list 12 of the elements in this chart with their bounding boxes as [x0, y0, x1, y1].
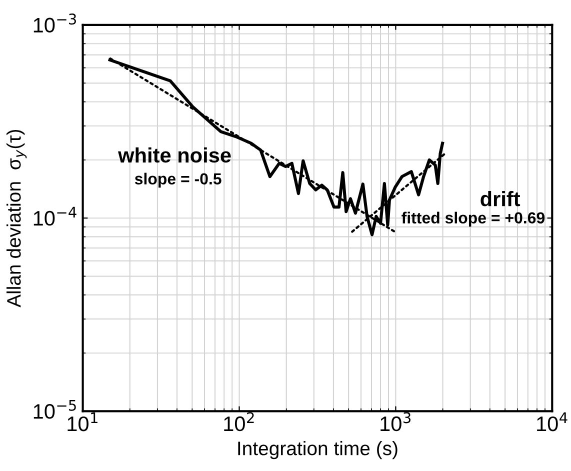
y-tick-label: 10$^{−3}$: [34, 14, 76, 33]
annotation: white noise: [118, 147, 231, 163]
annotation: slope = -0.5: [134, 172, 222, 188]
y-tick-label: 10$^{−4}$: [34, 206, 76, 226]
x-tick-label: 10$^{3}$: [380, 412, 411, 432]
annotation: drift: [480, 190, 520, 206]
annotation: fitted slope = +0.69: [402, 212, 545, 227]
x-tick-label: 10$^{4}$: [537, 412, 568, 432]
x-axis-title: Integration time (s): [238, 441, 398, 460]
x-tick-label: 10$^{2}$: [224, 412, 254, 432]
y-axis-title: Allan deviation σ$_{y}$(τ): [6, 130, 27, 308]
x-tick-label: 10$^{1}$: [68, 412, 98, 432]
